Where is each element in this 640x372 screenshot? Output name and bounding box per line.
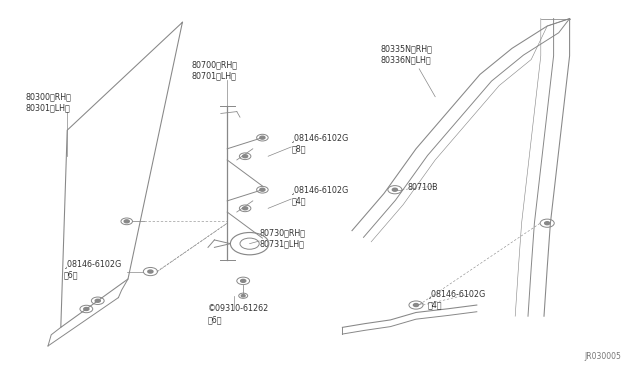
Circle shape [260, 136, 265, 139]
Circle shape [95, 299, 100, 302]
Circle shape [413, 304, 419, 307]
Text: ¸08146-6102G
〈4〉: ¸08146-6102G 〈4〉 [291, 185, 349, 205]
Text: JR030005: JR030005 [584, 352, 621, 361]
Circle shape [260, 188, 265, 191]
Circle shape [392, 188, 397, 191]
Text: ¸08146-6102G
〈4〉: ¸08146-6102G 〈4〉 [428, 289, 486, 310]
Circle shape [84, 308, 89, 311]
Text: ¸08146-6102G
〈6〉: ¸08146-6102G 〈6〉 [64, 260, 122, 280]
Text: ©09310-61262
〈6〉: ©09310-61262 〈6〉 [208, 304, 269, 324]
Text: 80700〈RH〉
80701〈LH〉: 80700〈RH〉 80701〈LH〉 [192, 61, 238, 81]
Circle shape [243, 207, 248, 210]
Text: 80300〈RH〉
80301〈LH〉: 80300〈RH〉 80301〈LH〉 [26, 92, 72, 112]
Text: ¸08146-6102G
〈8〉: ¸08146-6102G 〈8〉 [291, 133, 349, 153]
Circle shape [124, 220, 129, 223]
Circle shape [241, 279, 246, 282]
Circle shape [545, 222, 550, 225]
Circle shape [148, 270, 153, 273]
Circle shape [243, 155, 248, 158]
Text: 80335N〈RH〉
80336N〈LH〉: 80335N〈RH〉 80336N〈LH〉 [381, 44, 433, 64]
Circle shape [241, 295, 245, 297]
Text: 80730〈RH〉
80731〈LH〉: 80730〈RH〉 80731〈LH〉 [259, 228, 305, 248]
Text: 80710B: 80710B [407, 183, 438, 192]
